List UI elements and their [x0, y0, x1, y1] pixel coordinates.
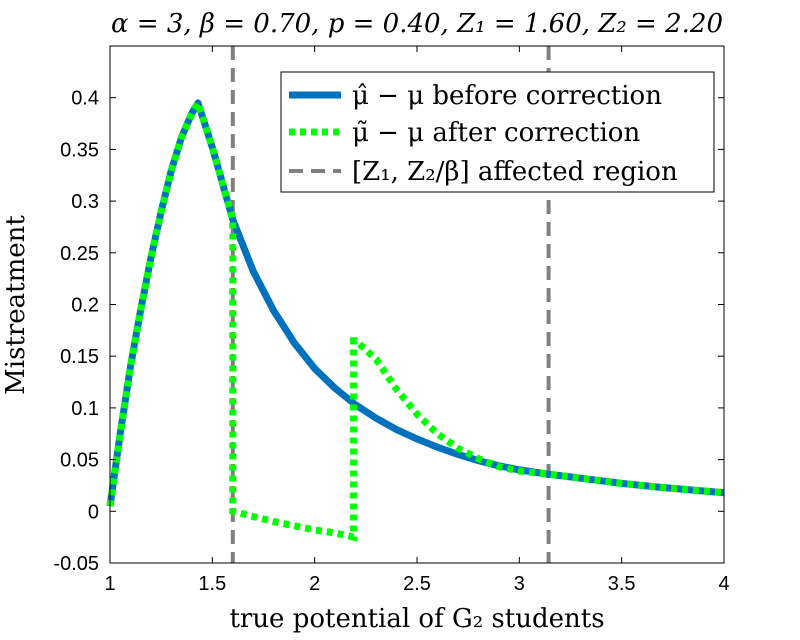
x-ticks: 1 1.5 2 2.5 3 3.5 4 — [104, 46, 730, 595]
y-tick-label: 0.05 — [60, 450, 99, 472]
y-tick-label: 0 — [88, 501, 99, 523]
x-tick-label: 2 — [309, 573, 320, 595]
series-after-correction — [106, 94, 725, 542]
legend-label-after: μ̃ − μ after correction — [352, 118, 640, 148]
x-tick-label: 3.5 — [608, 573, 636, 595]
x-tick-label: 2.5 — [403, 573, 431, 595]
legend-label-region: [Z₁, Z₂/β] affected region — [352, 157, 678, 187]
y-tick-label: 0.15 — [60, 346, 99, 368]
legend-label-before: μ̂ − μ before correction — [352, 81, 662, 111]
y-tick-label: 0.1 — [71, 398, 99, 420]
y-tick-label: 0.2 — [71, 295, 99, 317]
x-tick-label: 1.5 — [198, 573, 226, 595]
y-tick-label: 0.25 — [60, 243, 99, 265]
y-tick-label: 0.35 — [60, 139, 99, 161]
x-tick-label: 4 — [718, 573, 729, 595]
chart-title: α = 3, β = 0.70, p = 0.40, Z₁ = 1.60, Z₂… — [111, 9, 723, 39]
legend: μ̂ − μ before correction μ̃ − μ after co… — [280, 71, 715, 193]
y-axis-label: Mistreatment — [1, 215, 31, 395]
y-tick-label: -0.05 — [53, 553, 99, 575]
y-ticks: -0.05 0 0.05 0.1 0.15 0.2 0.25 0.3 0.35 0.4 — [53, 88, 724, 575]
y-tick-label: 0.3 — [71, 191, 99, 213]
x-axis-label: true potential of G₂ students — [229, 604, 604, 634]
y-tick-label: 0.4 — [71, 88, 99, 110]
x-tick-label: 3 — [514, 573, 525, 595]
legend-box — [280, 71, 715, 193]
series-layer — [106, 46, 725, 563]
x-tick-label: 1 — [104, 573, 115, 595]
